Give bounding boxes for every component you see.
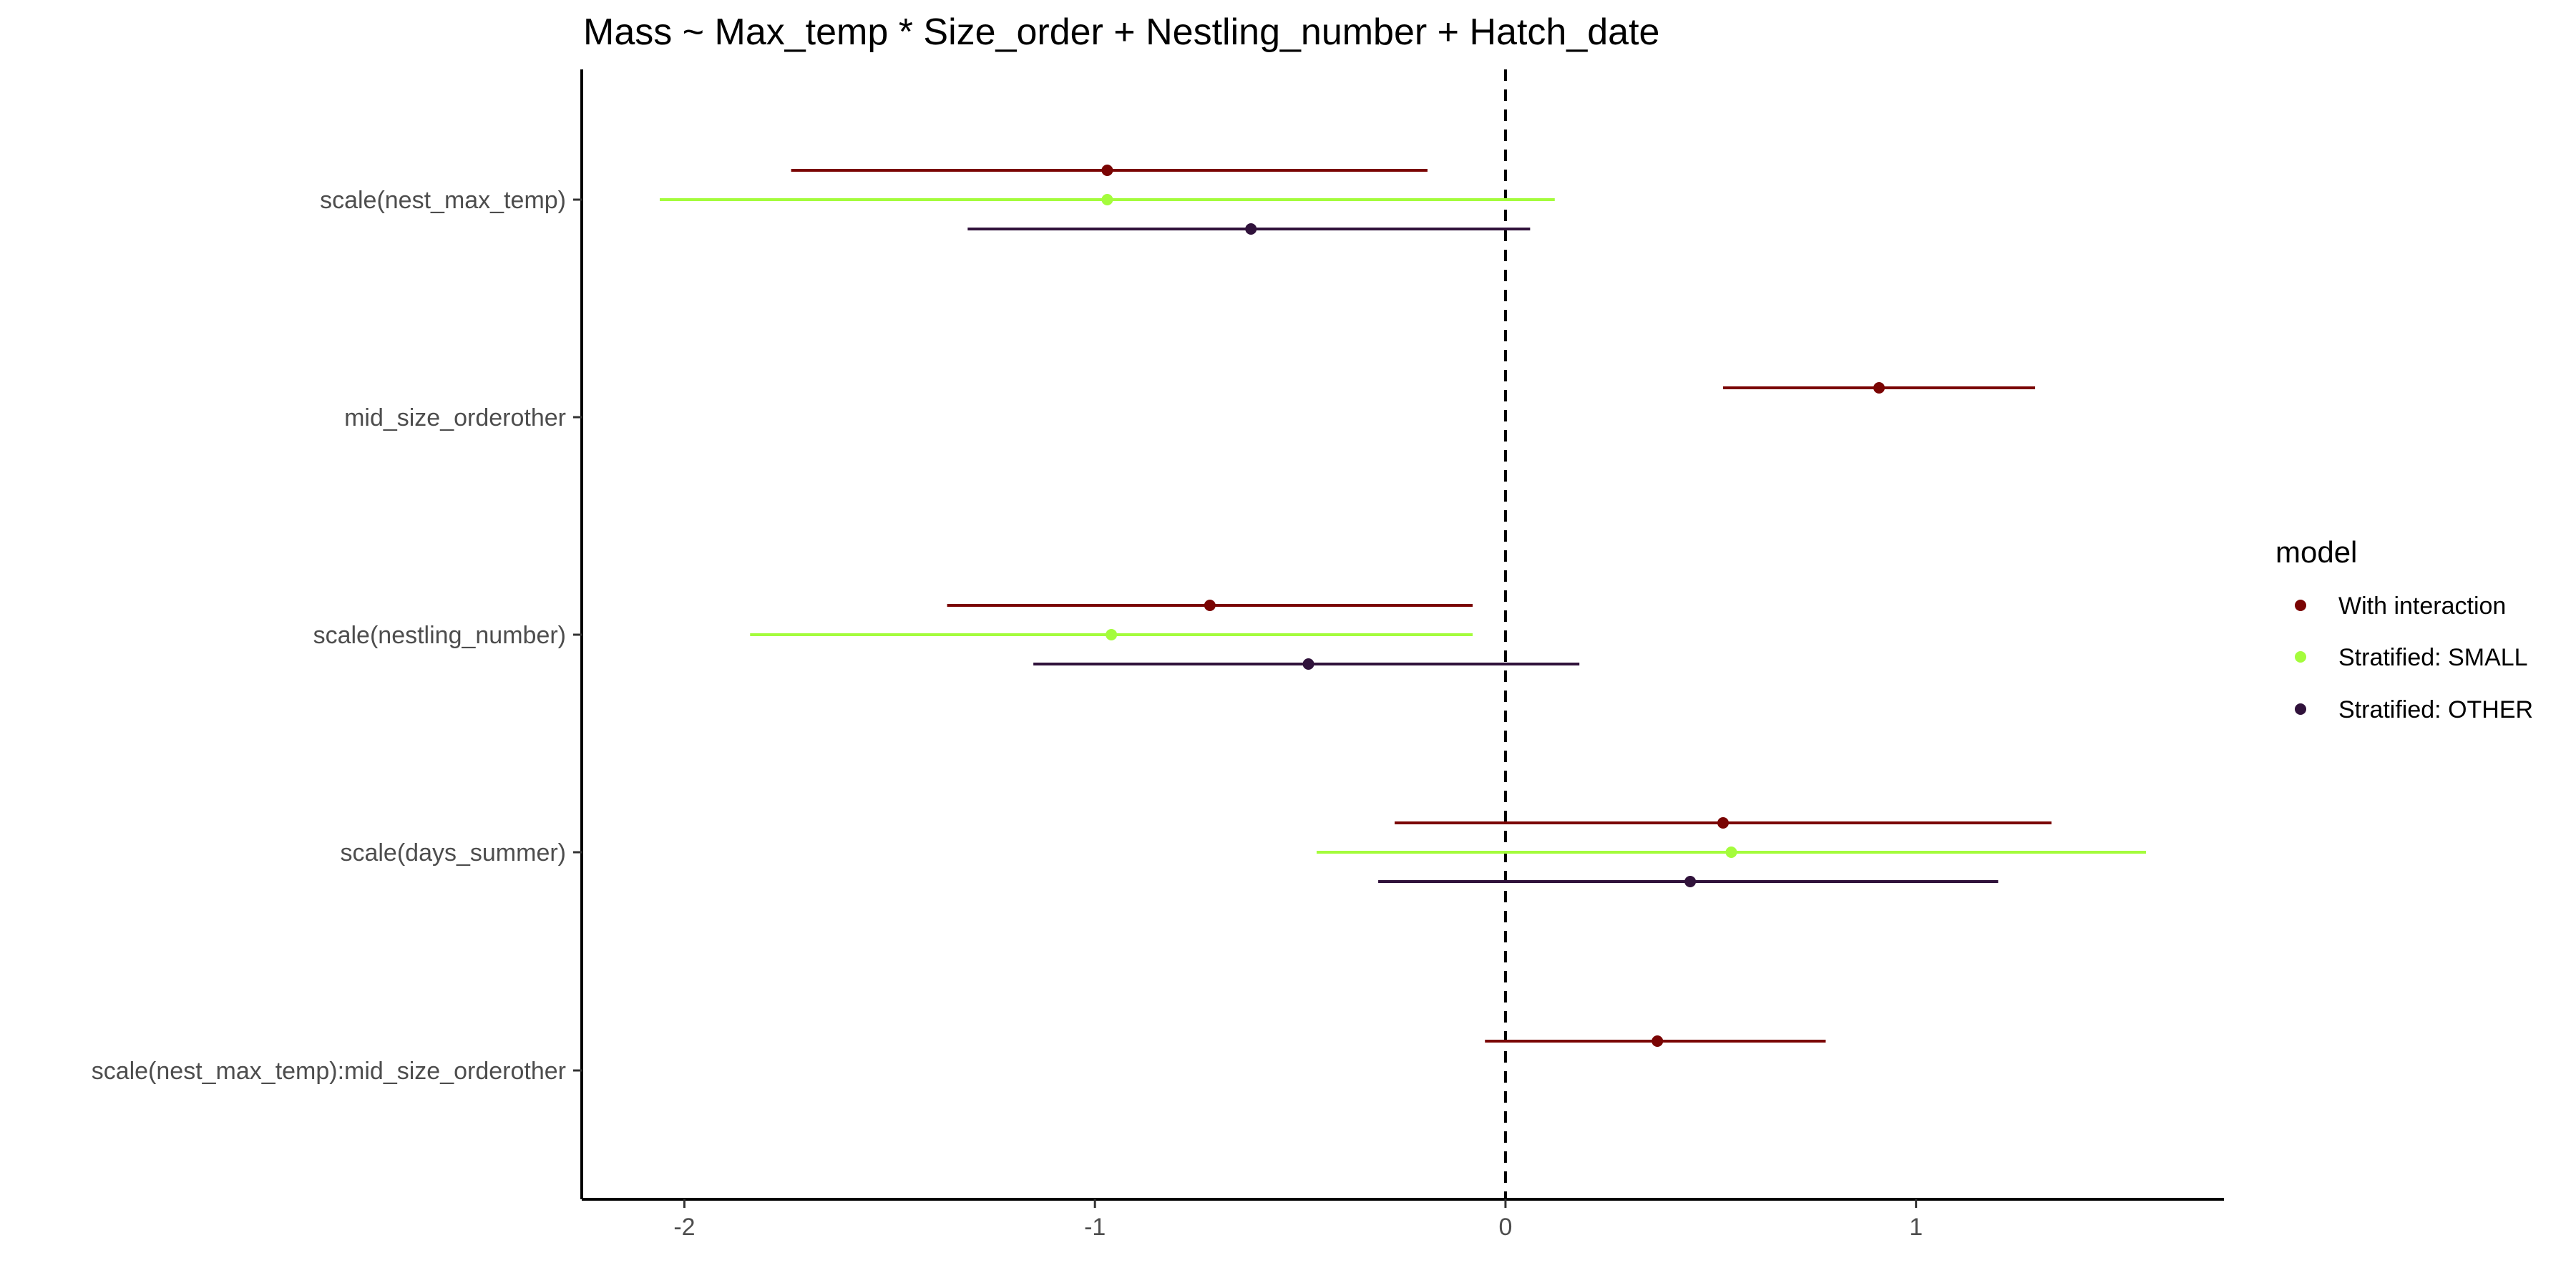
point-estimate <box>1725 847 1737 858</box>
x-tick-label: 0 <box>1498 1214 1512 1241</box>
legend-title: model <box>2275 535 2357 569</box>
point-estimate <box>1106 629 1118 640</box>
plot-area: -2 -1 0 1 scale(nest_max_temp) mid_size_order… <box>92 69 2224 1241</box>
chart-title: Mass ~ Max_temp * Size_order + Nestling_… <box>583 11 1659 53</box>
y-tick-label: scale(nestling_number) <box>313 622 566 649</box>
x-tick-label: 1 <box>1909 1214 1923 1241</box>
point-estimate <box>1652 1035 1664 1047</box>
point-estimate <box>1302 658 1314 670</box>
point-estimate <box>1684 876 1697 887</box>
y-tick-label: scale(nest_max_temp):mid_size_orderother <box>92 1058 566 1085</box>
point-estimate <box>1717 817 1729 829</box>
legend-label: With interaction <box>2338 592 2506 620</box>
legend: model With interaction Stratified: SMALL S… <box>2275 535 2533 723</box>
y-tick-label: mid_size_orderother <box>344 404 566 431</box>
point-estimate <box>1873 382 1885 394</box>
point-estimate <box>1245 223 1257 235</box>
point-estimate <box>1101 165 1113 176</box>
x-tick-label: -2 <box>673 1214 695 1241</box>
point-estimate <box>1101 194 1113 205</box>
legend-key <box>2295 703 2306 715</box>
legend-label: Stratified: OTHER <box>2338 696 2533 723</box>
legend-label: Stratified: SMALL <box>2338 644 2528 671</box>
y-tick-label: scale(days_summer) <box>340 839 566 867</box>
point-estimate <box>1204 600 1216 611</box>
y-tick-label: scale(nest_max_temp) <box>320 187 566 214</box>
x-tick-label: -1 <box>1084 1214 1106 1241</box>
legend-key <box>2295 651 2306 663</box>
legend-key <box>2295 600 2306 611</box>
